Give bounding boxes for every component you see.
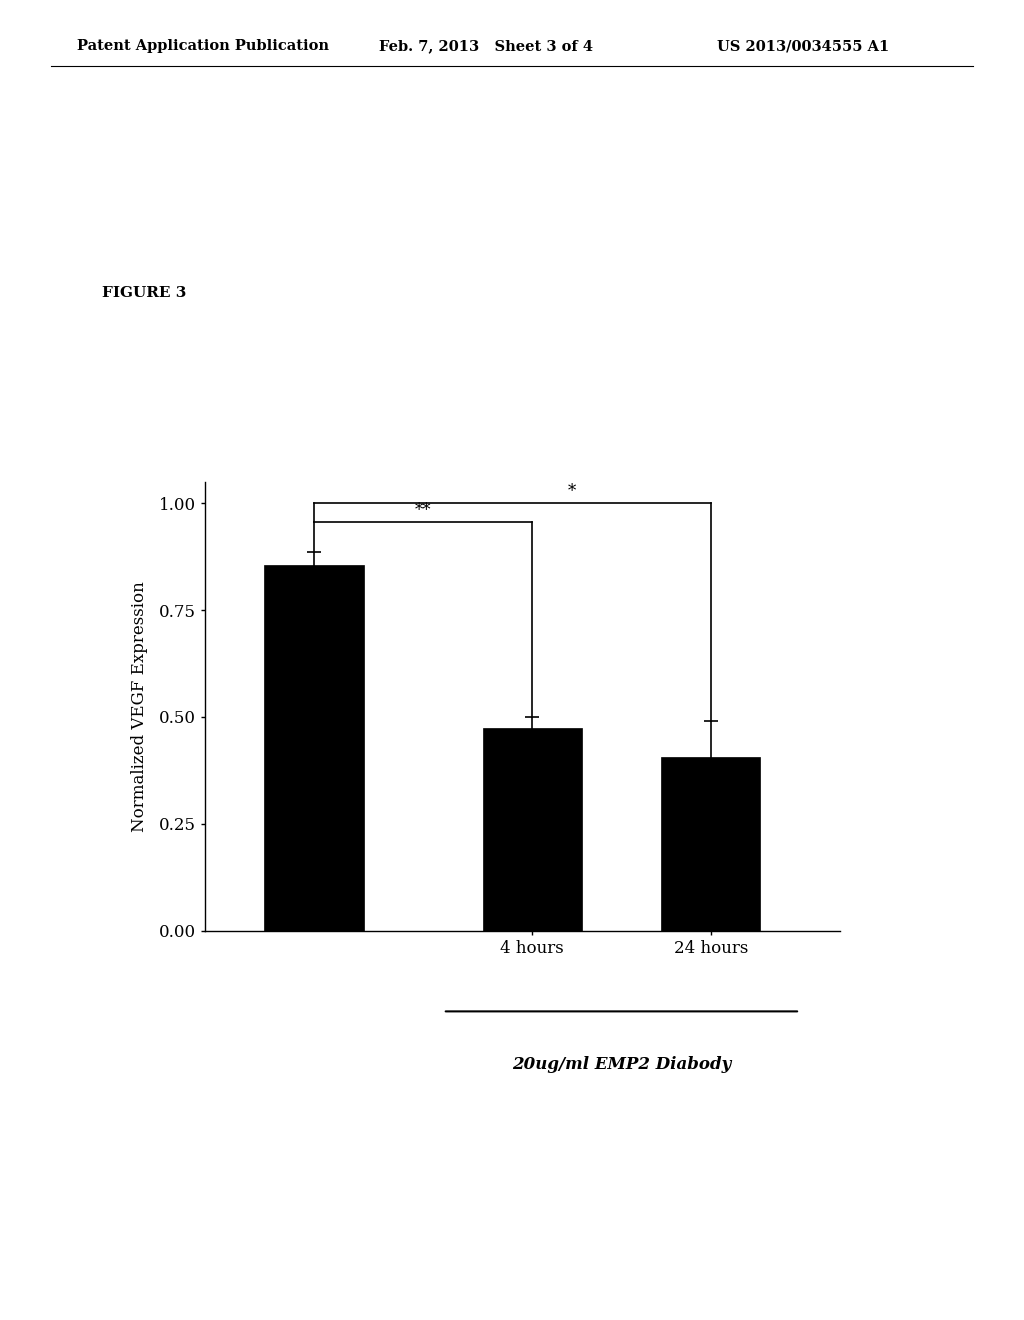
Bar bbox=[482, 727, 582, 931]
Bar bbox=[264, 565, 364, 931]
Text: Feb. 7, 2013   Sheet 3 of 4: Feb. 7, 2013 Sheet 3 of 4 bbox=[379, 40, 593, 53]
Y-axis label: Normalized VEGF Expression: Normalized VEGF Expression bbox=[130, 581, 147, 832]
Text: US 2013/0034555 A1: US 2013/0034555 A1 bbox=[717, 40, 889, 53]
Text: **: ** bbox=[415, 502, 431, 519]
Bar bbox=[662, 758, 761, 931]
Text: FIGURE 3: FIGURE 3 bbox=[102, 286, 186, 300]
Text: 20ug/ml EMP2 Diabody: 20ug/ml EMP2 Diabody bbox=[512, 1056, 731, 1073]
Text: *: * bbox=[567, 483, 575, 500]
Text: Patent Application Publication: Patent Application Publication bbox=[77, 40, 329, 53]
